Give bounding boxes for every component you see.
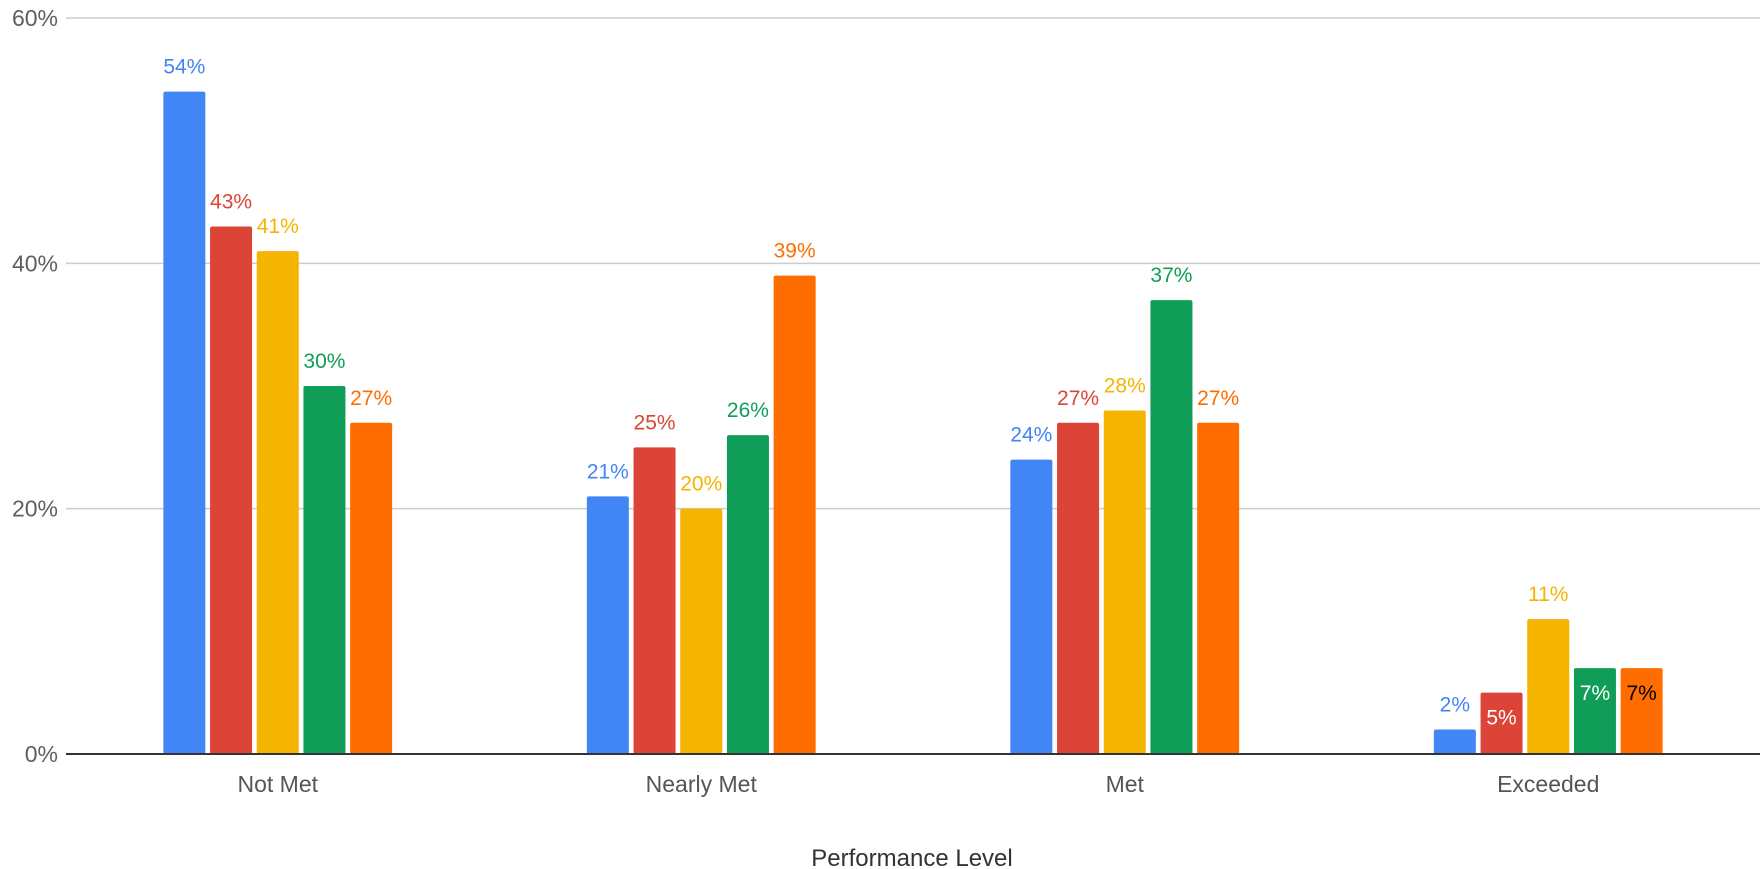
bar bbox=[1010, 459, 1053, 754]
bar bbox=[163, 91, 206, 755]
y-tick-label: 20% bbox=[12, 496, 58, 522]
bar bbox=[303, 386, 346, 754]
data-label: 27% bbox=[1197, 387, 1239, 410]
bar bbox=[1057, 422, 1100, 754]
data-label: 26% bbox=[727, 399, 769, 422]
bar bbox=[633, 447, 676, 754]
bar bbox=[726, 435, 769, 754]
data-label: 37% bbox=[1150, 264, 1192, 287]
x-category-label: Nearly Met bbox=[646, 771, 758, 797]
data-label: 7% bbox=[1580, 682, 1610, 705]
data-label: 27% bbox=[350, 387, 392, 410]
data-label: 39% bbox=[774, 240, 816, 263]
data-label: 43% bbox=[210, 191, 252, 214]
data-label: 30% bbox=[303, 350, 345, 373]
bar bbox=[210, 226, 253, 755]
data-label: 7% bbox=[1626, 682, 1656, 705]
y-axis-ticks: 0% 20% 40% 60% bbox=[12, 5, 58, 767]
data-label: 24% bbox=[1010, 424, 1052, 447]
data-label: 28% bbox=[1104, 375, 1146, 398]
bar bbox=[773, 275, 816, 754]
x-category-label: Not Met bbox=[237, 771, 318, 797]
data-label: 25% bbox=[634, 411, 676, 434]
x-axis-title: Performance Level bbox=[811, 845, 1012, 869]
bar bbox=[1527, 619, 1570, 754]
data-label: 5% bbox=[1486, 707, 1516, 730]
bars bbox=[163, 91, 1663, 755]
data-label: 41% bbox=[257, 215, 299, 238]
bar bbox=[1150, 300, 1193, 754]
data-label: 54% bbox=[163, 56, 205, 79]
bar bbox=[1620, 668, 1663, 754]
x-category-label: Met bbox=[1106, 771, 1145, 797]
bar bbox=[1480, 692, 1523, 754]
data-label: 2% bbox=[1440, 693, 1470, 716]
bar bbox=[256, 251, 299, 755]
bar bbox=[1197, 422, 1240, 754]
gridlines bbox=[66, 17, 1760, 510]
data-label: 20% bbox=[680, 473, 722, 496]
bar bbox=[586, 496, 629, 754]
y-tick-label: 60% bbox=[12, 5, 58, 31]
bar bbox=[1103, 410, 1146, 754]
data-label: 27% bbox=[1057, 387, 1099, 410]
data-label: 21% bbox=[587, 460, 629, 483]
bar bbox=[1573, 668, 1616, 754]
bar bbox=[350, 422, 393, 754]
x-axis-categories: Not Met Nearly Met Met Exceeded bbox=[237, 771, 1599, 797]
y-tick-label: 40% bbox=[12, 250, 58, 276]
y-tick-label: 0% bbox=[25, 741, 58, 767]
data-label: 11% bbox=[1528, 583, 1568, 606]
bar bbox=[1433, 729, 1476, 754]
bar bbox=[680, 508, 723, 754]
data-labels: 54%43%41%30%27%21%25%20%26%39%24%27%28%3… bbox=[163, 56, 1656, 730]
x-category-label: Exceeded bbox=[1497, 771, 1599, 797]
